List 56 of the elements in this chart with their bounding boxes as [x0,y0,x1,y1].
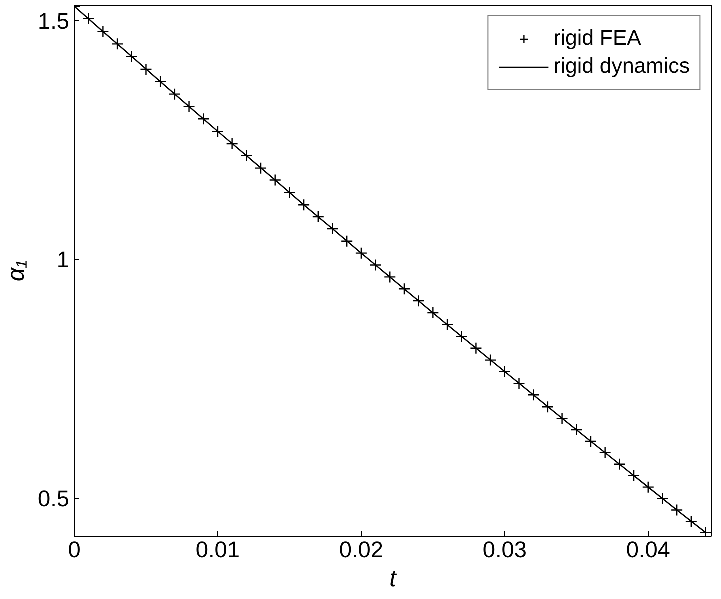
x-axis-title: t [390,566,398,592]
point [183,100,196,113]
point [154,76,167,88]
point [140,63,152,76]
y-axis-title: α₁ [3,260,30,282]
point [240,150,253,162]
y-tick-label: 0.5 [38,485,70,512]
point [614,458,626,470]
legend-label: rigid dynamics [554,54,690,79]
y-tick-label: 1 [56,246,70,273]
point [656,492,669,505]
point [570,424,583,436]
x-tick-label: 0 [68,536,81,562]
point [584,435,598,448]
point [212,125,224,138]
point [642,481,654,494]
point [456,330,468,343]
point [670,504,684,516]
point [556,412,568,425]
point [700,526,712,536]
point [269,174,282,186]
point [427,306,440,320]
point [355,247,368,260]
point [326,222,339,236]
point [82,12,95,25]
point [685,516,698,528]
point [542,400,554,414]
point [126,50,138,63]
point [484,354,497,366]
x-tick-label: 0.04 [626,536,670,562]
point [111,38,124,50]
point [513,378,526,390]
y-tick-label: 1.5 [38,8,70,34]
point [168,88,182,100]
point [340,235,354,248]
point [298,199,310,212]
legend-label: rigid FEA [554,26,642,51]
point [441,318,454,332]
point [384,271,396,284]
point [470,342,482,354]
point [254,162,268,174]
point [198,113,210,126]
point [528,389,540,402]
x-tick-label: 0.03 [482,536,527,562]
point [97,26,110,38]
point [370,259,382,272]
point [226,138,238,150]
x-tick-label: 0.01 [196,536,240,562]
point [498,366,512,378]
point [628,470,640,482]
point [398,283,411,296]
point [284,186,296,199]
point [599,446,612,460]
point [412,294,425,308]
x-tick-label: 0.02 [339,536,384,562]
point [312,210,324,224]
